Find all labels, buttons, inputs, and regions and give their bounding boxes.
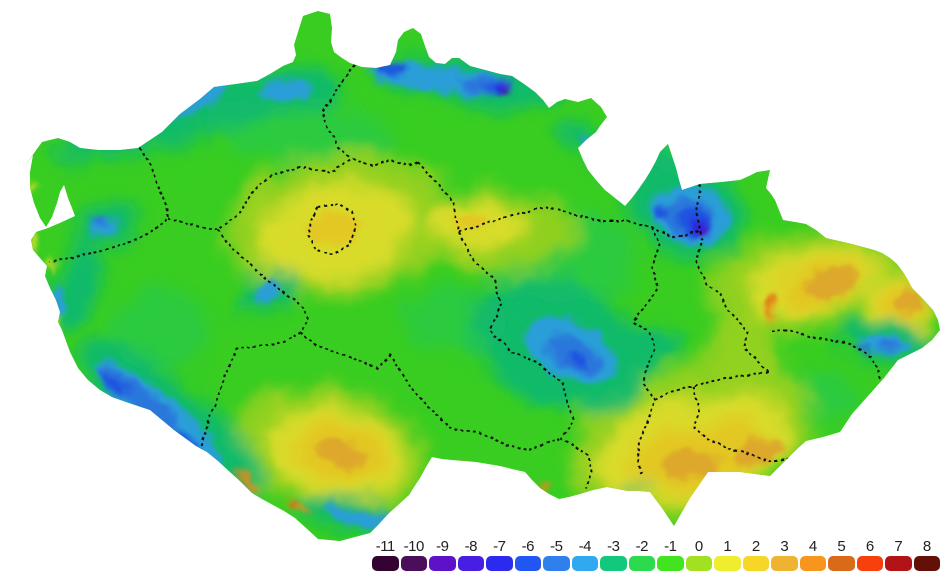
temperature-field bbox=[24, 11, 940, 541]
region-boundary-prague bbox=[308, 203, 357, 256]
legend-item: 0 bbox=[685, 538, 712, 571]
legend-item: 2 bbox=[742, 538, 769, 571]
legend-color-swatch bbox=[543, 556, 570, 571]
legend-color-swatch bbox=[913, 556, 940, 571]
legend-item: 7 bbox=[885, 538, 912, 571]
legend-color-swatch bbox=[685, 556, 712, 571]
legend-value-label: -7 bbox=[493, 538, 506, 555]
legend-color-swatch bbox=[372, 556, 399, 571]
legend-value-label: -1 bbox=[664, 538, 677, 555]
legend-value-label: 6 bbox=[865, 538, 874, 555]
legend-color-swatch bbox=[828, 556, 855, 571]
legend-item: 4 bbox=[799, 538, 826, 571]
legend-color-swatch bbox=[514, 556, 541, 571]
legend-item: -2 bbox=[628, 538, 655, 571]
legend-item: -9 bbox=[429, 538, 456, 571]
legend-value-label: 5 bbox=[837, 538, 846, 555]
legend-value-label: -8 bbox=[464, 538, 478, 555]
legend-value-label: -5 bbox=[550, 538, 563, 555]
region-boundaries bbox=[49, 64, 881, 489]
legend-item: 6 bbox=[856, 538, 883, 571]
raster-noise-overlay bbox=[24, 11, 940, 541]
legend-item: 1 bbox=[714, 538, 741, 571]
legend: -11 -10 -9 -8 -7 -6 -5 -4 -3 -2 -1 0 1 2 3 4 5 6 7 8 bbox=[372, 538, 940, 571]
region-boundary-moravskoslezsky-zlin bbox=[772, 329, 881, 381]
legend-item: -4 bbox=[571, 538, 598, 571]
legend-color-swatch bbox=[628, 556, 655, 571]
czech-temperature-map bbox=[24, 11, 940, 541]
legend-value-label: -10 bbox=[403, 538, 425, 555]
legend-item: 3 bbox=[771, 538, 798, 571]
legend-value-label: -2 bbox=[635, 538, 649, 555]
legend-value-label: -3 bbox=[607, 538, 620, 555]
legend-item: -10 bbox=[400, 538, 427, 571]
legend-value-label: 3 bbox=[780, 538, 789, 555]
legend-color-swatch bbox=[771, 556, 798, 571]
legend-value-label: 7 bbox=[894, 538, 903, 555]
legend-item: -11 bbox=[372, 538, 399, 571]
legend-color-swatch bbox=[457, 556, 484, 571]
legend-value-label: 2 bbox=[751, 538, 760, 555]
legend-color-swatch bbox=[885, 556, 912, 571]
legend-value-label: 1 bbox=[723, 538, 732, 555]
legend-color-swatch bbox=[571, 556, 598, 571]
legend-item: -6 bbox=[514, 538, 541, 571]
legend-item: 5 bbox=[828, 538, 855, 571]
legend-item: -3 bbox=[600, 538, 627, 571]
region-boundary-central-north bbox=[167, 156, 419, 232]
legend-value-label: 4 bbox=[808, 538, 817, 555]
legend-color-swatch bbox=[856, 556, 883, 571]
legend-value-label: -11 bbox=[375, 538, 396, 555]
legend-item: -7 bbox=[486, 538, 513, 571]
legend-color-swatch bbox=[429, 556, 456, 571]
legend-item: -5 bbox=[543, 538, 570, 571]
legend-value-label: 0 bbox=[694, 538, 703, 555]
region-boundary-southbohemia-vysocina bbox=[299, 332, 563, 451]
legend-color-swatch bbox=[714, 556, 741, 571]
region-boundary-vysocina-brno bbox=[631, 227, 662, 474]
legend-color-swatch bbox=[600, 556, 627, 571]
region-boundary-brno-zlin bbox=[692, 385, 789, 463]
legend-item: 8 bbox=[913, 538, 940, 571]
legend-value-label: -9 bbox=[436, 538, 449, 555]
legend-value-label: -4 bbox=[578, 538, 592, 555]
legend-color-swatch bbox=[799, 556, 826, 571]
legend-color-swatch bbox=[486, 556, 513, 571]
map-canvas bbox=[24, 11, 940, 541]
region-boundary-central-east bbox=[417, 161, 593, 489]
legend-color-swatch bbox=[742, 556, 769, 571]
legend-item: -1 bbox=[657, 538, 684, 571]
legend-value-label: 8 bbox=[922, 538, 931, 555]
legend-value-label: -6 bbox=[521, 538, 535, 555]
legend-item: -8 bbox=[457, 538, 484, 571]
region-boundary-olomouc-west bbox=[694, 183, 769, 374]
region-boundary-hradec-pardubice bbox=[458, 206, 701, 238]
legend-color-swatch bbox=[400, 556, 427, 571]
legend-color-swatch bbox=[657, 556, 684, 571]
